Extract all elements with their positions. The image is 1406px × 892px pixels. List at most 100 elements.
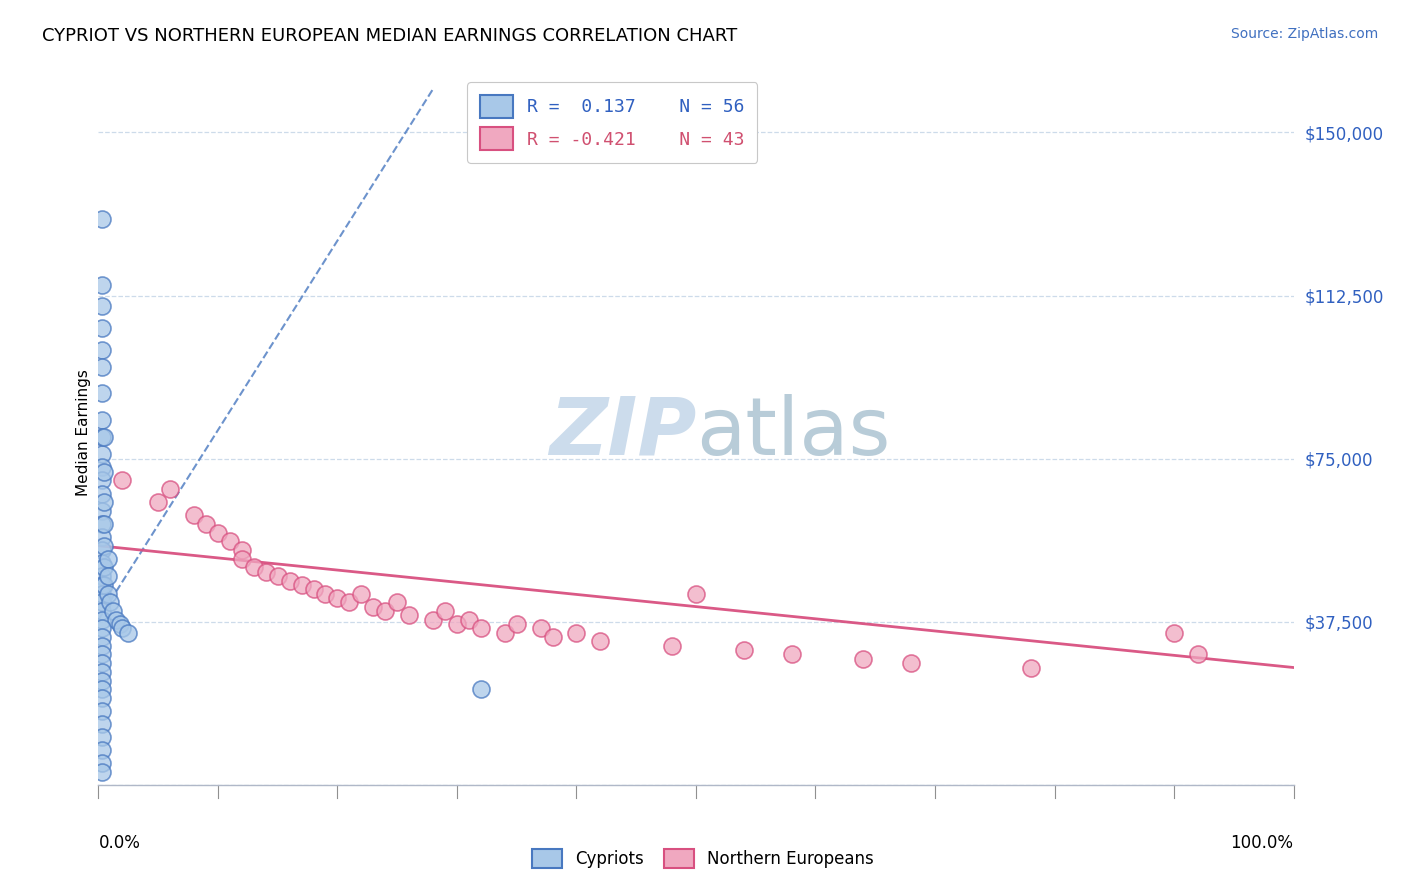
Point bbox=[363, 599, 385, 614]
Point bbox=[91, 717, 114, 731]
Point bbox=[91, 764, 114, 779]
Point bbox=[111, 474, 134, 488]
Point bbox=[93, 495, 115, 509]
Point bbox=[148, 495, 170, 509]
Point bbox=[93, 539, 115, 553]
Point bbox=[315, 586, 337, 600]
Point bbox=[91, 277, 114, 292]
Text: CYPRIOT VS NORTHERN EUROPEAN MEDIAN EARNINGS CORRELATION CHART: CYPRIOT VS NORTHERN EUROPEAN MEDIAN EARN… bbox=[42, 27, 737, 45]
Point bbox=[374, 604, 396, 618]
Point bbox=[91, 595, 114, 609]
Point bbox=[91, 343, 114, 357]
Point bbox=[91, 743, 114, 757]
Point bbox=[105, 613, 128, 627]
Point bbox=[91, 516, 114, 531]
Point bbox=[91, 360, 114, 375]
Point bbox=[91, 212, 114, 227]
Legend: Cypriots, Northern Europeans: Cypriots, Northern Europeans bbox=[526, 842, 880, 875]
Point bbox=[350, 586, 373, 600]
Point bbox=[93, 430, 115, 444]
Legend: R =  0.137    N = 56, R = -0.421    N = 43: R = 0.137 N = 56, R = -0.421 N = 43 bbox=[467, 82, 758, 163]
Point bbox=[278, 574, 301, 588]
Point bbox=[231, 543, 253, 558]
Point bbox=[91, 673, 114, 688]
Point bbox=[91, 447, 114, 461]
Point bbox=[530, 621, 553, 635]
Point bbox=[91, 604, 114, 618]
Point bbox=[91, 430, 114, 444]
Point bbox=[1163, 625, 1185, 640]
Point bbox=[91, 665, 114, 679]
Point bbox=[494, 625, 516, 640]
Point bbox=[91, 630, 114, 644]
Point bbox=[219, 534, 242, 549]
Point bbox=[302, 582, 325, 597]
Point bbox=[91, 556, 114, 570]
Point bbox=[91, 569, 114, 583]
Text: ZIP: ZIP bbox=[548, 393, 696, 472]
Point bbox=[91, 648, 114, 662]
Point bbox=[117, 625, 139, 640]
Point bbox=[458, 613, 481, 627]
Point bbox=[661, 639, 683, 653]
Point bbox=[267, 569, 290, 583]
Point bbox=[97, 569, 120, 583]
Point bbox=[207, 525, 229, 540]
Point bbox=[1019, 660, 1042, 674]
Point bbox=[589, 634, 612, 648]
Point bbox=[91, 586, 114, 600]
Point bbox=[91, 656, 114, 670]
Point bbox=[183, 508, 205, 523]
Point bbox=[446, 617, 468, 632]
Point bbox=[91, 504, 114, 518]
Point bbox=[93, 560, 115, 574]
Point bbox=[1187, 648, 1209, 662]
Point bbox=[339, 595, 361, 609]
Point bbox=[91, 474, 114, 488]
Point bbox=[91, 704, 114, 718]
Point bbox=[506, 617, 529, 632]
Point bbox=[93, 465, 115, 479]
Point bbox=[91, 321, 114, 335]
Point bbox=[398, 608, 420, 623]
Point bbox=[291, 578, 314, 592]
Point bbox=[254, 565, 277, 579]
Point bbox=[326, 591, 349, 605]
Point bbox=[852, 652, 875, 666]
Text: 100.0%: 100.0% bbox=[1230, 834, 1294, 852]
Point bbox=[91, 386, 114, 401]
Point bbox=[97, 551, 120, 566]
Point bbox=[780, 648, 803, 662]
Point bbox=[685, 586, 707, 600]
Point bbox=[91, 639, 114, 653]
Point bbox=[91, 621, 114, 635]
Point bbox=[565, 625, 588, 640]
Point bbox=[91, 613, 114, 627]
Point bbox=[91, 486, 114, 500]
Point bbox=[91, 730, 114, 744]
Point bbox=[108, 617, 131, 632]
Point bbox=[91, 300, 114, 314]
Point bbox=[195, 516, 218, 531]
Point bbox=[97, 586, 120, 600]
Point bbox=[91, 543, 114, 558]
Point bbox=[900, 656, 922, 670]
Point bbox=[93, 578, 115, 592]
Point bbox=[541, 630, 564, 644]
Point bbox=[91, 412, 114, 426]
Text: Source: ZipAtlas.com: Source: ZipAtlas.com bbox=[1230, 27, 1378, 41]
Text: 0.0%: 0.0% bbox=[98, 834, 141, 852]
Point bbox=[422, 613, 444, 627]
Point bbox=[111, 621, 134, 635]
Point bbox=[470, 621, 492, 635]
Point bbox=[101, 604, 124, 618]
Point bbox=[98, 595, 122, 609]
Point bbox=[93, 516, 115, 531]
Point bbox=[243, 560, 266, 574]
Point bbox=[91, 756, 114, 771]
Point bbox=[733, 643, 755, 657]
Point bbox=[159, 482, 181, 496]
Point bbox=[385, 595, 409, 609]
Y-axis label: Median Earnings: Median Earnings bbox=[76, 369, 91, 496]
Point bbox=[231, 551, 253, 566]
